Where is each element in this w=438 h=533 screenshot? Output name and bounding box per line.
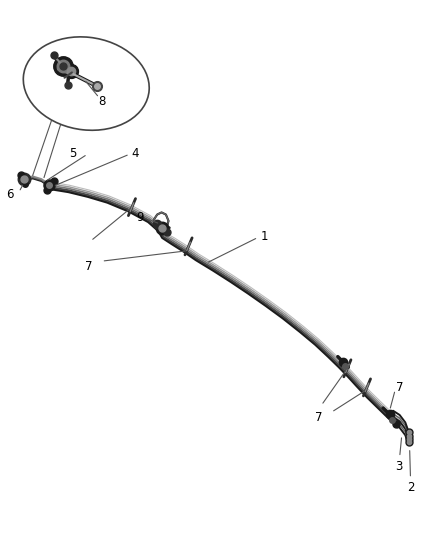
Text: 8: 8 — [98, 94, 106, 108]
Ellipse shape — [23, 37, 149, 130]
Text: 2: 2 — [407, 481, 414, 494]
Text: 6: 6 — [6, 189, 13, 201]
Text: 4: 4 — [131, 147, 138, 159]
Text: 1: 1 — [260, 230, 268, 243]
Text: 3: 3 — [395, 460, 403, 473]
Text: 9: 9 — [136, 211, 144, 224]
Text: 7: 7 — [85, 260, 92, 273]
Text: 7: 7 — [315, 411, 322, 424]
Text: 5: 5 — [69, 147, 76, 159]
Text: 7: 7 — [396, 381, 404, 394]
